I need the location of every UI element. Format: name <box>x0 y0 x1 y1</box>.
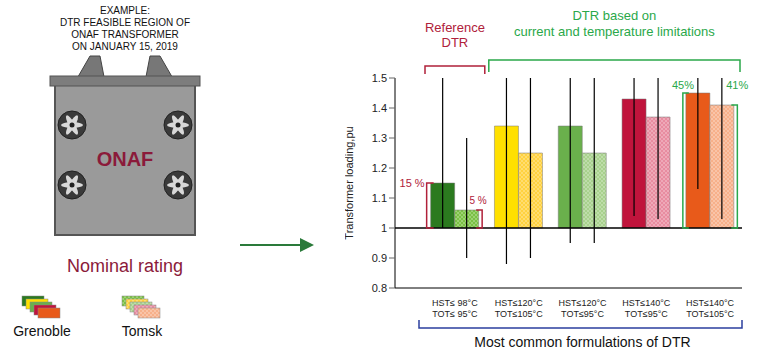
svg-text:HST≤120°CTOT≤95°C: HST≤120°CTOT≤95°C <box>558 298 607 319</box>
svg-text:ONAF: ONAF <box>97 148 154 170</box>
svg-text:1.5: 1.5 <box>372 72 387 84</box>
svg-text:1.1: 1.1 <box>372 192 387 204</box>
svg-text:1: 1 <box>381 222 387 234</box>
svg-text:0.8: 0.8 <box>372 282 387 294</box>
svg-text:1.2: 1.2 <box>372 162 387 174</box>
svg-text:0.9: 0.9 <box>372 252 387 264</box>
svg-text:45%: 45% <box>672 79 694 91</box>
svg-text:Most common formulations of DT: Most common formulations of DTR <box>474 334 690 350</box>
svg-text:HST≤ 98°CTOT≤ 95°C: HST≤ 98°CTOT≤ 95°C <box>432 298 478 319</box>
svg-text:ReferenceDTR: ReferenceDTR <box>425 20 485 50</box>
svg-text:Tomsk: Tomsk <box>122 323 163 339</box>
svg-text:Nominal rating: Nominal rating <box>67 256 183 276</box>
svg-text:Transformer loading,pu: Transformer loading,pu <box>345 126 355 239</box>
svg-text:1.3: 1.3 <box>372 132 387 144</box>
svg-text:41%: 41% <box>726 79 748 91</box>
svg-text:HST≤140°CTOT≤105°C: HST≤140°CTOT≤105°C <box>686 298 735 319</box>
svg-text:HST≤120°CTOT≤105°C: HST≤120°CTOT≤105°C <box>495 298 544 319</box>
svg-text:1.4: 1.4 <box>372 102 387 114</box>
svg-text:HST≤140°CTOT≤95°C: HST≤140°CTOT≤95°C <box>622 298 671 319</box>
svg-text:DTR based oncurrent and temper: DTR based oncurrent and temperature limi… <box>514 8 715 39</box>
svg-text:5 %: 5 % <box>470 195 487 206</box>
svg-text:15 %: 15 % <box>400 177 425 189</box>
svg-text:Grenoble: Grenoble <box>13 323 71 339</box>
svg-text:EXAMPLE:DTR FEASIBLE REGION OF: EXAMPLE:DTR FEASIBLE REGION OFONAF TRANS… <box>60 5 190 52</box>
